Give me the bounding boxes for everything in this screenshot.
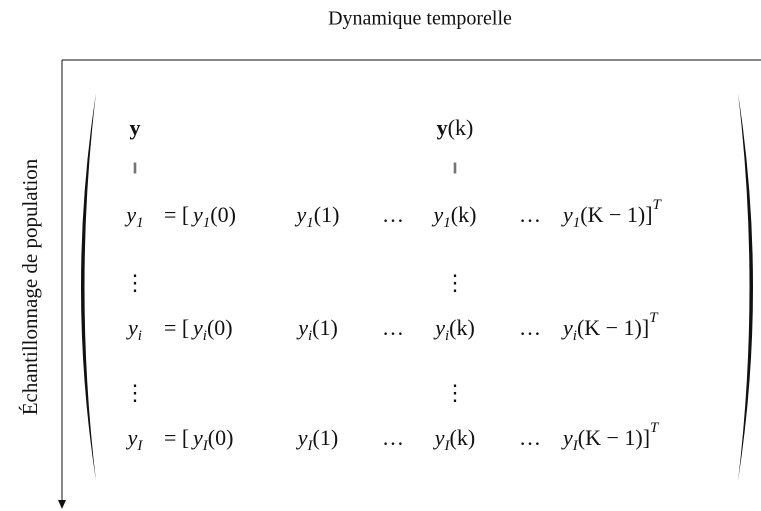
math-part: (0) [207, 315, 233, 340]
math-part: y [191, 425, 203, 450]
math-part: y [130, 115, 141, 140]
math-part: … [519, 425, 541, 450]
math-cell: y1 [124, 202, 143, 231]
math-cell: yi(0) [191, 315, 233, 344]
math-part: … [519, 315, 541, 340]
math-cell: … [519, 315, 541, 340]
math-part: 1 [203, 215, 211, 231]
math-part: y [433, 315, 445, 340]
math-part: y [432, 202, 444, 227]
math-part: i [573, 328, 577, 344]
math-part: y [126, 315, 138, 340]
math-part: (1) [312, 315, 338, 340]
math-cell: yI(1) [296, 425, 338, 454]
open-bracket: = [ [164, 202, 189, 227]
vdots: ⋮ [444, 380, 466, 405]
math-part: (0) [210, 202, 236, 227]
math-part: 1 [306, 215, 314, 231]
title: Dynamique temporelle [328, 8, 512, 30]
math-part: T [649, 310, 659, 326]
math-part: (0) [208, 425, 234, 450]
math-cell: yI(0) [191, 425, 233, 454]
open-bracket: = [ [164, 315, 189, 340]
math-cell: yI(k) [433, 425, 475, 454]
math-part: i [445, 328, 449, 344]
equals-mark: ‖ [453, 161, 458, 178]
math-part: (k) [448, 115, 474, 140]
math-cell: … [519, 202, 541, 227]
math-part: (k) [449, 315, 475, 340]
math-part: (1) [314, 202, 340, 227]
math-part: y [191, 315, 203, 340]
math-part: … [519, 202, 541, 227]
math-part: y [561, 425, 573, 450]
math-part: … [382, 202, 404, 227]
math-part: T [650, 420, 660, 436]
math-part: ] [645, 202, 652, 227]
math-part: i [308, 328, 312, 344]
math-part: i [138, 328, 142, 344]
math-cell: … [382, 425, 404, 450]
math-cell: … [382, 315, 404, 340]
open-bracket: = [ [164, 425, 189, 450]
vdots: ⋮ [124, 270, 146, 295]
math-part: (K − 1) [578, 425, 643, 450]
math-cell: yi [126, 315, 142, 344]
math-part: y [433, 425, 445, 450]
math-part: y [295, 202, 307, 227]
math-part: i [203, 328, 207, 344]
math-part: 1 [443, 215, 451, 231]
math-part: I [444, 438, 451, 454]
math-part: I [202, 438, 209, 454]
math-cell: y1(0) [191, 202, 236, 231]
math-part: (K − 1) [580, 202, 645, 227]
math-part: … [382, 315, 404, 340]
vdots: ⋮ [124, 380, 146, 405]
math-part: I [572, 438, 579, 454]
math-part: 1 [136, 215, 144, 231]
equals-mark: ‖ [133, 161, 138, 178]
math-part: ] [643, 425, 650, 450]
math-cell: yi(k) [433, 315, 475, 344]
math-cell: … [519, 425, 541, 450]
math-part: … [382, 425, 404, 450]
math-part: (1) [313, 425, 339, 450]
math-part: I [136, 438, 143, 454]
math-part: y [296, 315, 308, 340]
math-part: y [561, 315, 573, 340]
math-cell: yI [126, 425, 144, 454]
math-cell: y1(k) [432, 202, 477, 231]
math-part: y [296, 425, 308, 450]
math-cell: y1(1) [295, 202, 340, 231]
math-part: y [561, 202, 573, 227]
math-cell: yi(1) [296, 315, 338, 344]
math-part: (K − 1) [577, 315, 642, 340]
arrow-head [58, 500, 66, 509]
left-paren [81, 93, 96, 481]
vdots: ⋮ [444, 270, 466, 295]
math-part: y [191, 202, 203, 227]
math-cell: yi(K − 1)]T [561, 310, 659, 344]
side-label: Échantillonnage de population [18, 158, 42, 415]
math-part: (k) [450, 425, 476, 450]
math-part: 1 [573, 215, 581, 231]
right-paren [738, 93, 753, 481]
math-part: I [307, 438, 314, 454]
math-part: y [124, 202, 136, 227]
math-cell: y1(K − 1)]T [561, 197, 663, 231]
math-cell: y [130, 115, 141, 140]
math-part: ] [642, 315, 649, 340]
math-part: (k) [451, 202, 477, 227]
math-part: y [126, 425, 138, 450]
math-cell: … [382, 202, 404, 227]
math-cell: y(k) [437, 115, 474, 140]
math-cell: yI(K − 1)]T [561, 420, 660, 454]
math-part: T [653, 197, 663, 213]
math-part: y [437, 115, 448, 140]
